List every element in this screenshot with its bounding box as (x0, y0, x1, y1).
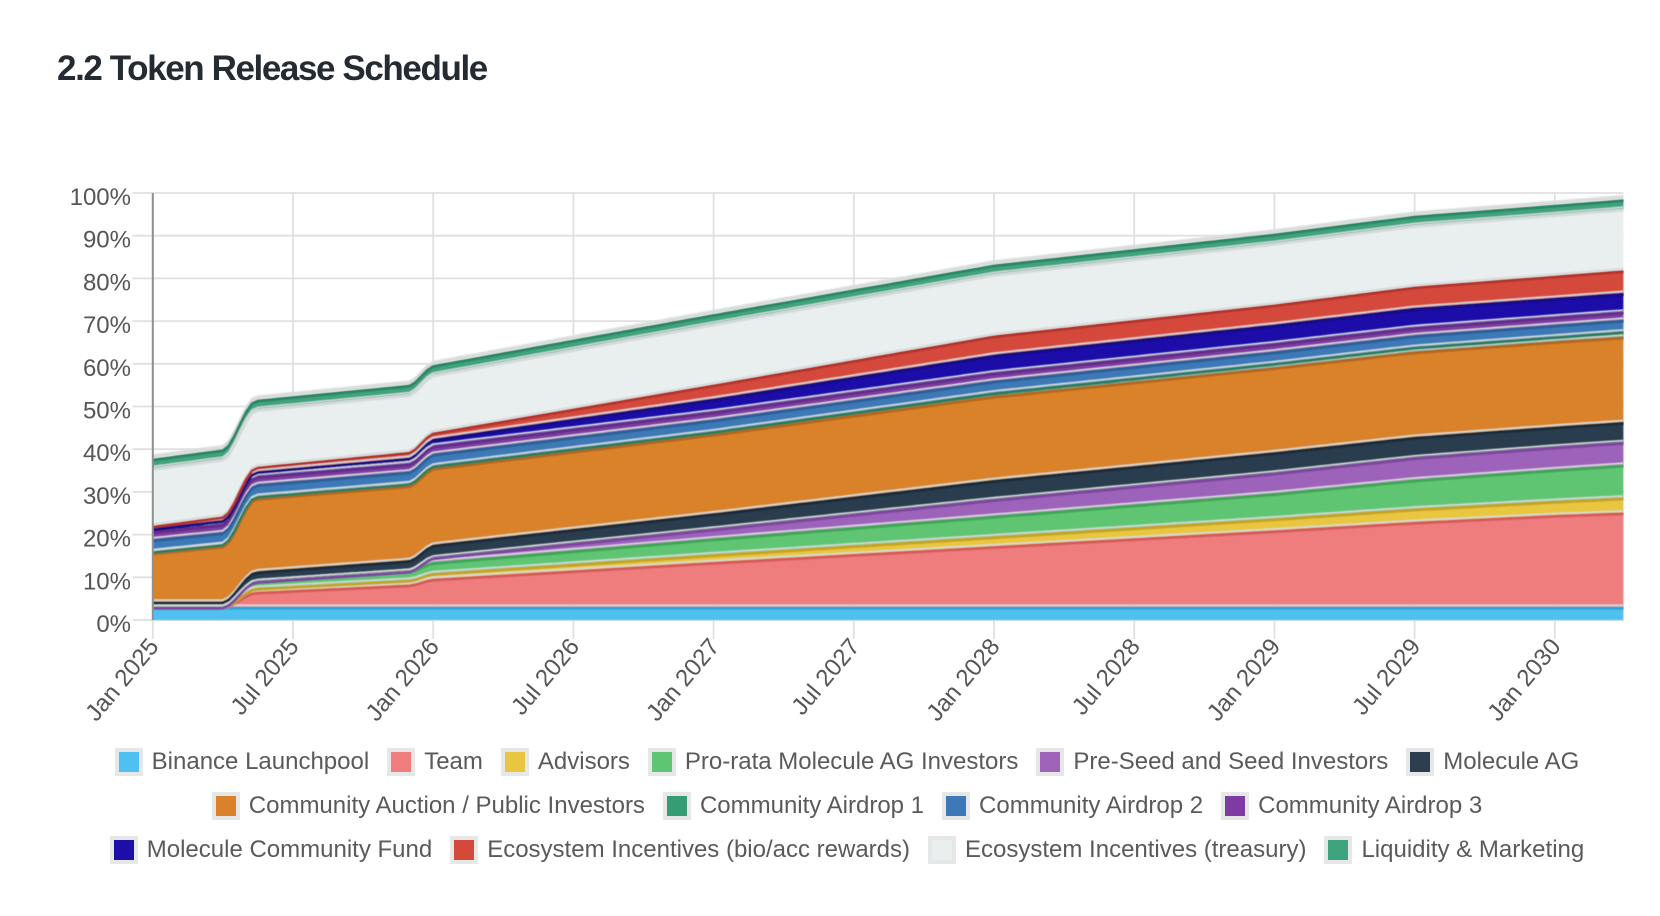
svg-text:60%: 60% (83, 355, 131, 382)
svg-text:Jan 2025: Jan 2025 (80, 634, 164, 727)
svg-text:20%: 20% (83, 526, 131, 553)
svg-text:Jul 2028: Jul 2028 (1067, 634, 1146, 721)
svg-text:10%: 10% (83, 568, 131, 595)
svg-text:90%: 90% (83, 227, 131, 254)
svg-text:100%: 100% (70, 184, 131, 211)
svg-text:Jul 2027: Jul 2027 (786, 634, 865, 721)
svg-text:0%: 0% (96, 611, 131, 638)
svg-text:Jul 2029: Jul 2029 (1347, 634, 1426, 721)
svg-text:Jul 2026: Jul 2026 (506, 634, 585, 721)
svg-text:Jan 2028: Jan 2028 (921, 634, 1005, 727)
svg-text:80%: 80% (83, 269, 131, 296)
svg-text:Jan 2027: Jan 2027 (641, 634, 725, 727)
svg-text:Jan 2029: Jan 2029 (1202, 634, 1286, 727)
svg-text:70%: 70% (83, 312, 131, 339)
svg-text:30%: 30% (83, 483, 131, 510)
svg-text:40%: 40% (83, 440, 131, 467)
svg-text:Jan 2030: Jan 2030 (1482, 634, 1566, 727)
svg-text:Jan 2026: Jan 2026 (361, 634, 445, 727)
svg-text:50%: 50% (83, 398, 131, 425)
svg-text:Jul 2025: Jul 2025 (226, 634, 305, 721)
